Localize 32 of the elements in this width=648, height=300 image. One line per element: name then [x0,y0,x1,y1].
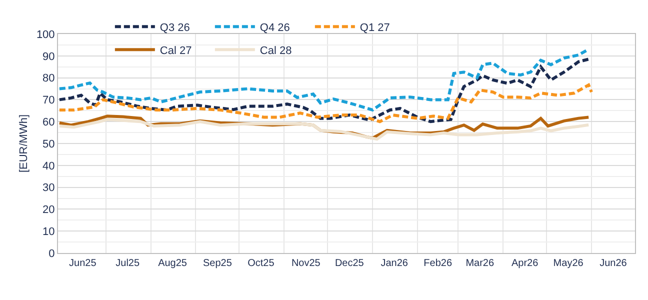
y-tick-label: 50 [42,138,55,150]
x-tick-label: Jan26 [380,258,408,269]
y-tick-label: 0 [48,248,55,260]
x-tick-label: Jun25 [69,258,97,269]
y-tick-label: 20 [42,204,55,216]
x-tick-label: Oct25 [248,258,275,269]
x-tick-label: Jul25 [116,258,140,269]
x-tick-label: Feb26 [424,258,452,269]
y-tick-label: 80 [42,72,55,85]
y-tick-label: 10 [42,226,55,238]
x-tick-label: May26 [553,258,584,269]
x-tick-label: Sep25 [203,258,232,269]
y-tick-label: 100 [36,28,55,41]
legend-label: Q4 26 [260,22,290,34]
line-series [58,58,590,124]
legend-label: Cal 28 [260,44,292,57]
y-tick-label: 90 [42,50,55,63]
y-tick-label: 30 [42,182,55,194]
x-tick-label: Apr26 [511,258,539,269]
line-series [58,84,594,124]
x-tick-label: Dec25 [334,258,364,269]
legend-label: Q3 26 [160,22,190,34]
x-tick-label: Aug25 [158,258,188,269]
x-tick-label: Mar26 [466,258,494,269]
y-tick-label: 40 [42,160,55,172]
y-tick-label: 70 [42,94,55,107]
y-axis-title: [EUR/MWh] [18,114,30,173]
y-tick-label: 60 [42,116,55,128]
x-tick-label: Jun26 [600,258,628,269]
x-tick-label: Nov25 [291,258,321,269]
legend-label: Q1 27 [360,22,390,34]
legend-label: Cal 27 [160,44,192,57]
